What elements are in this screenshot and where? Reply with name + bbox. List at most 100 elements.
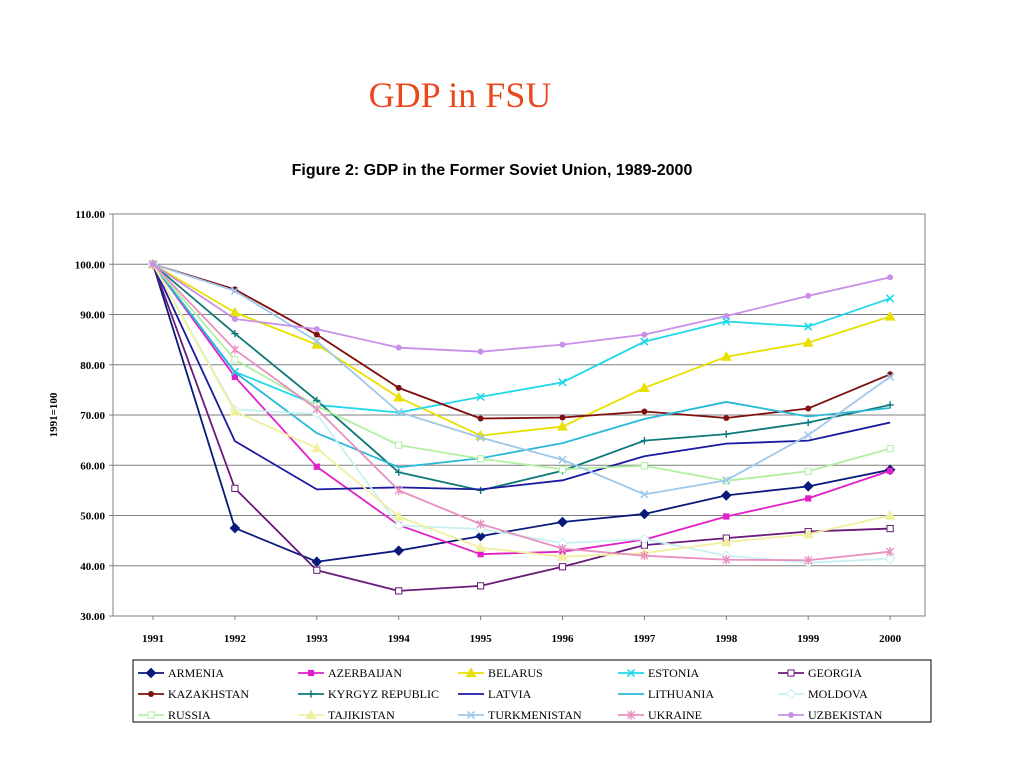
data-point xyxy=(393,391,405,402)
legend-entries: ARMENIA AZERBAIJAN BELARUS ESTONIA GEORGIA KA… xyxy=(138,666,883,722)
data-point xyxy=(640,490,649,499)
series-uzbekistan xyxy=(150,261,894,355)
legend-box xyxy=(132,659,932,723)
legend-entry: RUSSIA xyxy=(138,708,211,722)
x-tick-labels: 1991 1992 1993 1994 1995 1996 1997 1998 1999 2000 xyxy=(142,616,902,645)
legend-marker xyxy=(785,688,797,700)
legend-entry: UZBEKISTAN xyxy=(778,708,883,722)
data-point xyxy=(886,445,894,453)
series-line xyxy=(152,263,891,420)
data-point xyxy=(805,405,812,412)
legend-label: MOLDOVA xyxy=(808,687,868,701)
data-point xyxy=(885,294,895,303)
legend-label: KYRGYZ REPUBLIC xyxy=(328,687,439,701)
legend-marker xyxy=(788,712,794,718)
legend-label: BELARUS xyxy=(488,666,543,680)
data-point xyxy=(558,563,567,571)
x-tick-label: 1992 xyxy=(224,633,247,645)
data-point xyxy=(395,441,403,449)
data-point xyxy=(393,520,405,531)
data-point xyxy=(720,351,732,361)
data-point xyxy=(722,555,731,565)
series-line xyxy=(152,263,891,353)
x-tick-label: 1999 xyxy=(797,633,820,645)
data-point xyxy=(884,553,896,565)
legend-marker xyxy=(307,690,315,698)
plot-area: 30.00 40.00 50.00 60.00 70.00 80.00 90.00 100.0… xyxy=(75,209,926,645)
data-point xyxy=(313,566,321,574)
legend-marker xyxy=(145,667,157,679)
data-point xyxy=(150,261,156,268)
legend-entry: GEORGIA xyxy=(778,666,862,680)
data-point xyxy=(231,329,239,338)
data-point xyxy=(230,286,240,296)
series-line xyxy=(152,263,891,414)
data-point xyxy=(722,476,731,485)
data-point xyxy=(639,508,650,520)
legend-label: RUSSIA xyxy=(168,708,211,722)
data-point xyxy=(395,587,403,595)
data-point xyxy=(395,468,403,476)
data-point xyxy=(475,542,487,552)
legend-label: LITHUANIA xyxy=(648,687,714,701)
data-point xyxy=(722,317,731,326)
y-tick-label: 60.00 xyxy=(80,460,105,472)
legend-entry: LITHUANIA xyxy=(618,687,714,701)
data-point xyxy=(720,490,732,501)
data-point xyxy=(804,322,813,331)
x-tick-label: 1995 xyxy=(470,633,493,645)
legend-label: AZERBAIJAN xyxy=(328,666,402,680)
data-point xyxy=(477,486,485,494)
legend: ARMENIA AZERBAIJAN BELARUS ESTONIA GEORGIA KA… xyxy=(132,659,932,723)
data-point xyxy=(558,378,567,387)
legend-label: UZBEKISTAN xyxy=(808,708,883,722)
data-point xyxy=(313,331,320,338)
data-point xyxy=(557,420,568,431)
y-tick-labels: 30.00 40.00 50.00 60.00 70.00 80.00 90.00 100.0… xyxy=(75,209,106,623)
data-point xyxy=(557,551,568,561)
figure-title: Figure 2: GDP in the Former Soviet Union… xyxy=(292,162,693,179)
y-tick-label: 110.00 xyxy=(75,209,105,221)
data-point xyxy=(230,345,239,355)
data-point xyxy=(395,344,402,351)
data-point xyxy=(884,509,896,520)
legend-label: GEORGIA xyxy=(808,666,862,680)
data-point xyxy=(720,536,732,547)
series-line xyxy=(152,263,891,558)
series-line xyxy=(152,263,891,469)
data-point xyxy=(394,485,403,495)
series-belarus xyxy=(147,258,896,440)
data-point xyxy=(804,418,812,427)
data-point xyxy=(640,437,648,445)
data-point xyxy=(723,513,730,520)
data-point xyxy=(558,544,567,554)
data-point xyxy=(559,414,566,421)
data-point xyxy=(805,292,812,299)
x-tick-label: 1997 xyxy=(633,633,656,645)
x-tick-label: 2000 xyxy=(879,633,902,645)
data-point xyxy=(477,415,484,422)
series-lines xyxy=(147,258,896,595)
legend-entry: BELARUS xyxy=(458,666,543,680)
y-tick-label: 50.00 xyxy=(80,511,105,523)
y-tick-label: 40.00 xyxy=(80,561,105,573)
legend-entry: ARMENIA xyxy=(138,666,224,680)
x-tick-label: 1993 xyxy=(306,633,329,645)
data-point xyxy=(476,392,485,402)
series-kazakhstan xyxy=(150,261,894,422)
data-point xyxy=(313,326,320,333)
legend-marker xyxy=(626,668,636,678)
data-point xyxy=(231,484,239,492)
data-point xyxy=(231,373,238,380)
legend-label: KAZAKHSTAN xyxy=(168,687,249,701)
legend-marker xyxy=(466,710,476,720)
data-point xyxy=(229,522,241,534)
data-point xyxy=(887,467,894,474)
data-point xyxy=(313,463,320,470)
data-point xyxy=(804,555,813,565)
data-point xyxy=(475,530,486,542)
series-line xyxy=(152,263,891,563)
data-point xyxy=(884,310,896,321)
data-point xyxy=(477,455,485,463)
series-latvia xyxy=(152,263,891,491)
